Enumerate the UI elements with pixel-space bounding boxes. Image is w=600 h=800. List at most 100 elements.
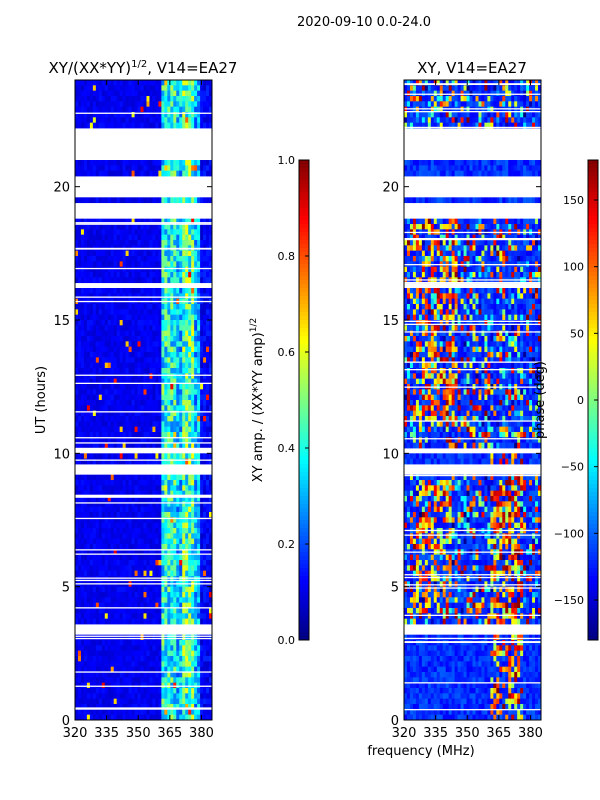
heatmap-cell (203, 122, 207, 129)
heatmap-cell (170, 698, 174, 705)
heatmap-cell (125, 293, 130, 300)
heatmap-cell (206, 650, 210, 657)
heatmap-cell (188, 666, 192, 673)
heatmap-cell (179, 117, 183, 124)
heatmap-cell (98, 277, 103, 284)
heatmap-cell (182, 506, 186, 513)
heatmap-cell (125, 426, 130, 433)
heatmap-cell (80, 277, 85, 284)
heatmap-cell (194, 320, 198, 326)
gap-line (75, 151, 212, 153)
heatmap-cell (95, 277, 100, 284)
heatmap-cell (182, 304, 186, 310)
heatmap-cell (140, 234, 144, 241)
heatmap-cell (185, 197, 189, 204)
heatmap-cell (143, 688, 147, 694)
heatmap-cell (119, 277, 124, 284)
heatmap-cell (107, 506, 112, 513)
heatmap-cell (152, 256, 156, 262)
heatmap-cell (140, 122, 144, 129)
heatmap-cell (104, 357, 109, 364)
heatmap-cell (89, 346, 94, 353)
heatmap-cell (95, 698, 100, 705)
heatmap-cell (200, 272, 204, 278)
heatmap-cell (523, 85, 527, 92)
heatmap-cell (188, 474, 192, 481)
heatmap-cell (191, 672, 195, 678)
heatmap-cell (137, 442, 141, 449)
heatmap-cell (75, 218, 79, 225)
heatmap-cell (158, 197, 162, 204)
heatmap-cell (125, 490, 130, 497)
heatmap-cell (77, 160, 82, 166)
heatmap-cell (89, 458, 94, 465)
heatmap-cell (206, 666, 210, 673)
heatmap-cell (116, 293, 121, 300)
heatmap-cell (122, 688, 127, 694)
heatmap-cell (137, 170, 141, 177)
heatmap-cell (179, 602, 183, 609)
heatmap-cell (122, 266, 127, 273)
heatmap-cell (164, 576, 168, 582)
heatmap-cell (164, 645, 168, 652)
heatmap-cell (137, 160, 141, 166)
heatmap-cell (140, 336, 144, 342)
heatmap-cell (107, 645, 112, 652)
heatmap-cell (164, 586, 168, 593)
heatmap-cell (176, 608, 180, 614)
heatmap-cell (158, 352, 162, 358)
heatmap-cell (191, 288, 195, 294)
heatmap-cell (176, 170, 180, 177)
heatmap-cell (128, 597, 132, 604)
heatmap-cell (194, 117, 198, 124)
heatmap-cell (122, 378, 127, 385)
heatmap-cell (164, 426, 168, 433)
heatmap-cell (173, 437, 177, 444)
heatmap-cell (173, 554, 177, 561)
heatmap-cell (122, 698, 127, 705)
heatmap-cell (203, 714, 207, 721)
heatmap-cell (149, 160, 153, 166)
colorbar-step (299, 372, 309, 377)
heatmap-cell (182, 309, 186, 316)
heatmap-cell (116, 618, 121, 625)
heatmap-cell (140, 554, 144, 561)
heatmap-cell (191, 554, 195, 561)
heatmap-cell (173, 362, 177, 369)
heatmap-cell (119, 85, 124, 92)
heatmap-cell (514, 90, 518, 97)
heatmap-cell (155, 266, 159, 273)
heatmap-cell (104, 288, 109, 294)
heatmap-cell (206, 485, 210, 492)
heatmap-cell (197, 570, 201, 577)
heatmap-cell (170, 682, 174, 689)
heatmap-cell (89, 560, 94, 566)
heatmap-cell (143, 272, 147, 278)
heatmap-cell (113, 490, 118, 497)
heatmap-cell (194, 693, 198, 700)
heatmap-cell (188, 85, 192, 92)
heatmap-cell (89, 544, 94, 550)
heatmap-cell (176, 496, 180, 502)
heatmap-cell (161, 266, 165, 273)
heatmap-cell (179, 597, 183, 604)
heatmap-cell (197, 645, 201, 652)
heatmap-cell (143, 389, 147, 396)
heatmap-cell (95, 576, 100, 582)
heatmap-cell (149, 304, 153, 310)
heatmap-cell (182, 394, 186, 401)
heatmap-cell (173, 458, 177, 465)
heatmap-cell (116, 229, 121, 236)
heatmap-cell (179, 501, 183, 508)
heatmap-cell (188, 229, 192, 236)
heatmap-cell (128, 709, 132, 716)
heatmap-cell (203, 362, 207, 369)
heatmap-cell (170, 608, 174, 614)
heatmap-cell (131, 288, 135, 294)
heatmap-cell (134, 85, 138, 92)
heatmap-cell (161, 112, 165, 118)
heatmap-cell (173, 378, 177, 385)
heatmap-cell (92, 528, 97, 534)
heatmap-cell (104, 496, 109, 502)
heatmap-cell (197, 512, 201, 518)
